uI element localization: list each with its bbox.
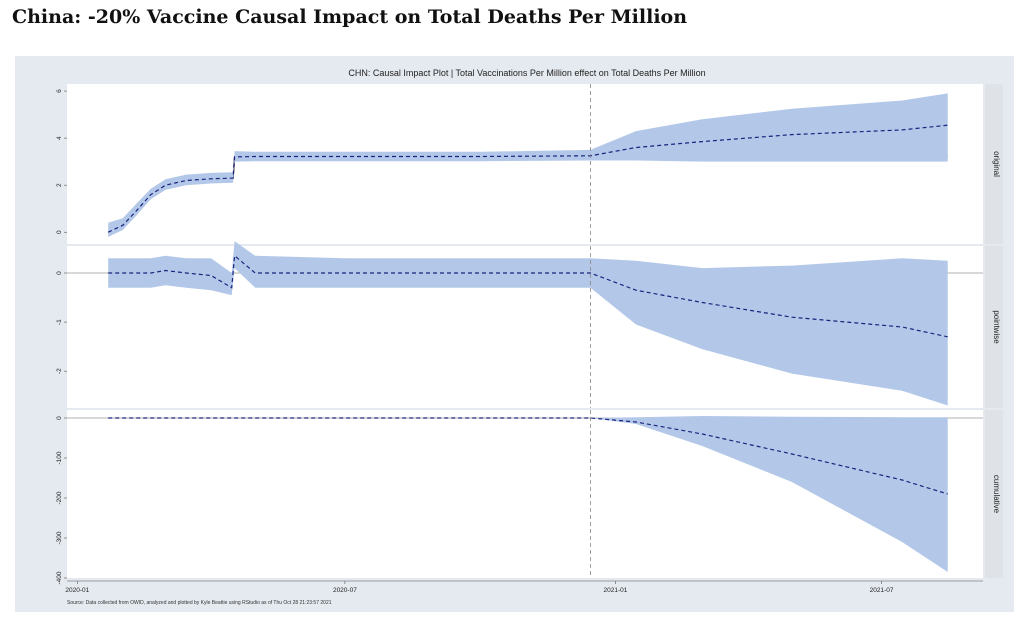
chart-title: CHN: Causal Impact Plot | Total Vaccinat… xyxy=(348,68,705,78)
facet-strip xyxy=(985,84,1003,244)
predicted-line xyxy=(108,254,948,338)
facet-label-pointwise: pointwise xyxy=(992,310,1001,344)
chart-panels: original 0 2 4 6 pointwise 0 -1 -2 cumulative 0 -10… xyxy=(56,84,1003,594)
x-tick-label: 2020-01 xyxy=(65,587,89,594)
causal-impact-figure: CHN: Causal Impact Plot | Total Vaccinat… xyxy=(15,56,1014,612)
y-tick-label: 4 xyxy=(56,136,63,140)
panel-pointwise: pointwise 0 -1 -2 xyxy=(56,241,1003,408)
causal-impact-chart: CHN: Causal Impact Plot | Total Vaccinat… xyxy=(56,68,1003,606)
facet-strip xyxy=(985,246,1003,408)
y-tick-label: -200 xyxy=(56,491,63,504)
facet-label-cumulative: cumulative xyxy=(992,475,1001,514)
panel-original: original 0 2 4 6 xyxy=(56,84,1003,244)
predicted-line xyxy=(108,417,948,495)
y-tick-label: -300 xyxy=(56,531,63,544)
panel-cumulative: cumulative 0 -100 -200 -300 -400 xyxy=(56,410,1003,585)
facet-strip xyxy=(985,410,1003,578)
y-tick-label: 2 xyxy=(56,183,63,187)
x-tick-label: 2021-01 xyxy=(603,587,627,594)
y-tick-label: -2 xyxy=(56,368,63,374)
y-tick-label: -400 xyxy=(56,571,63,584)
y-tick-label: 0 xyxy=(56,271,63,275)
x-tick-label: 2021-07 xyxy=(870,587,894,594)
facet-label-original: original xyxy=(992,151,1001,177)
confidence-band xyxy=(108,93,948,237)
x-tick-label: 2020-07 xyxy=(333,587,357,594)
source-note: Source: Data collected from OWID, analyz… xyxy=(67,600,332,606)
confidence-band xyxy=(108,241,948,406)
y-tick-label: 0 xyxy=(56,416,63,420)
y-tick-label: -1 xyxy=(56,319,63,325)
y-tick-label: 6 xyxy=(56,89,63,93)
confidence-band xyxy=(108,416,948,572)
page-title: China: -20% Vaccine Causal Impact on Tot… xyxy=(12,6,688,28)
y-tick-label: 0 xyxy=(56,230,63,234)
y-tick-label: -100 xyxy=(56,451,63,464)
